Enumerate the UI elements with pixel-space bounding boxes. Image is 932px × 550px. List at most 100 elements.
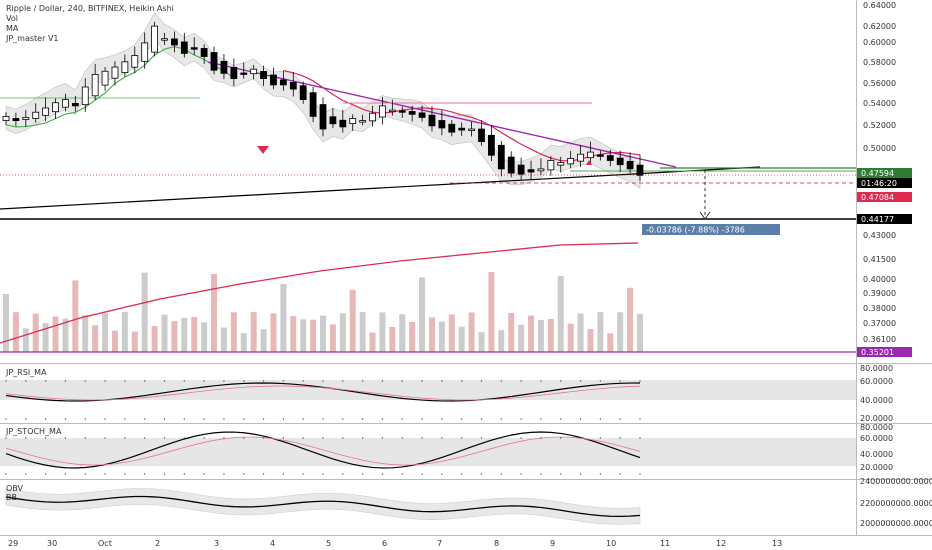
candle[interactable] xyxy=(260,71,267,80)
indicator-dot xyxy=(639,473,641,475)
candle[interactable] xyxy=(339,119,347,128)
volume-bar xyxy=(399,314,406,352)
candle[interactable] xyxy=(606,155,614,161)
volume-bar xyxy=(478,332,485,352)
rsi-band xyxy=(0,380,856,400)
candle[interactable] xyxy=(596,154,604,157)
indicator-dot xyxy=(5,418,7,420)
candle[interactable] xyxy=(161,38,168,41)
candle[interactable] xyxy=(349,118,357,124)
indicator-dot xyxy=(639,380,641,382)
candle[interactable] xyxy=(101,70,109,86)
volume-bar xyxy=(369,332,376,352)
candle[interactable] xyxy=(230,66,238,79)
indicator-dot xyxy=(143,473,146,475)
xtick: 7 xyxy=(437,539,442,548)
price-axis[interactable]: 0.64000 0.62000 0.60000 0.58000 0.56000 … xyxy=(863,1,896,344)
candle[interactable] xyxy=(180,41,188,54)
candle[interactable] xyxy=(537,168,545,172)
black-support-trendline[interactable] xyxy=(0,166,761,210)
candle[interactable] xyxy=(587,151,594,159)
candle[interactable] xyxy=(319,104,327,130)
candle[interactable] xyxy=(458,127,466,131)
indicator-dot xyxy=(401,380,403,382)
indicator-dot xyxy=(143,437,146,439)
candle[interactable] xyxy=(398,110,406,113)
candle[interactable] xyxy=(577,153,584,162)
candle[interactable] xyxy=(418,112,426,118)
indicator-dot xyxy=(480,418,483,420)
candle[interactable] xyxy=(42,107,50,116)
candle[interactable] xyxy=(220,60,228,74)
indicator-dot xyxy=(342,437,344,439)
candle[interactable] xyxy=(388,109,396,112)
candle[interactable] xyxy=(141,42,149,62)
candles[interactable] xyxy=(2,21,644,182)
candle[interactable] xyxy=(478,128,485,142)
candle[interactable] xyxy=(171,38,178,46)
candle[interactable] xyxy=(626,160,634,170)
candle[interactable] xyxy=(359,120,367,123)
candle[interactable] xyxy=(279,79,287,86)
volume-bar xyxy=(468,312,475,352)
candle[interactable] xyxy=(240,72,248,75)
candle[interactable] xyxy=(22,117,30,120)
candle[interactable] xyxy=(299,85,307,100)
indicator-dot xyxy=(421,473,423,475)
candle[interactable] xyxy=(81,86,89,106)
candle[interactable] xyxy=(527,169,535,173)
candle[interactable] xyxy=(200,48,208,57)
candle[interactable] xyxy=(448,123,456,133)
candle[interactable] xyxy=(408,111,416,115)
candle[interactable] xyxy=(32,111,40,119)
countdown-badge xyxy=(857,178,912,188)
candle[interactable] xyxy=(488,134,495,156)
target-price-badge xyxy=(857,214,912,224)
candle[interactable] xyxy=(12,118,20,121)
candle[interactable] xyxy=(151,25,158,53)
candle[interactable] xyxy=(379,105,386,118)
candle[interactable] xyxy=(547,160,555,171)
candle[interactable] xyxy=(438,120,446,129)
indicator-dot xyxy=(262,418,265,420)
rsi-ytick: 40.0000 xyxy=(860,396,893,405)
candle[interactable] xyxy=(497,144,505,170)
candle[interactable] xyxy=(507,156,515,174)
candle[interactable] xyxy=(309,92,317,117)
candle[interactable] xyxy=(369,112,376,122)
candle[interactable] xyxy=(91,74,99,97)
candle[interactable] xyxy=(636,164,644,176)
candle[interactable] xyxy=(289,82,297,90)
candle[interactable] xyxy=(428,114,436,127)
indicator-dot xyxy=(282,473,285,475)
indicator-dot xyxy=(84,380,86,382)
candle[interactable] xyxy=(52,102,59,113)
candle[interactable] xyxy=(468,128,475,131)
candle[interactable] xyxy=(250,68,258,75)
candle[interactable] xyxy=(270,74,277,86)
candle[interactable] xyxy=(567,157,575,165)
indicator-dot xyxy=(342,418,344,420)
candle[interactable] xyxy=(2,116,10,122)
candle[interactable] xyxy=(111,66,119,79)
indicator-dot xyxy=(25,418,27,420)
volume-bar xyxy=(637,313,643,352)
candle[interactable] xyxy=(329,116,337,125)
candle[interactable] xyxy=(210,52,218,71)
candle[interactable] xyxy=(71,103,79,107)
indicator-dot xyxy=(361,437,364,439)
obv-ytick: 2000000000.0000 xyxy=(860,519,932,528)
candle[interactable] xyxy=(121,61,129,74)
candle[interactable] xyxy=(190,47,198,50)
candle[interactable] xyxy=(517,164,525,175)
volume-bar xyxy=(329,324,336,352)
candle[interactable] xyxy=(616,157,624,166)
candle[interactable] xyxy=(557,162,565,166)
indicator-dot xyxy=(460,418,463,420)
time-axis[interactable]: 29 30 Oct 2 3 4 5 6 7 8 9 10 11 12 13 xyxy=(8,539,782,548)
candle[interactable] xyxy=(62,99,69,108)
candle[interactable] xyxy=(131,55,139,68)
indicator-dot xyxy=(64,380,67,382)
indicator-dot xyxy=(520,380,522,382)
